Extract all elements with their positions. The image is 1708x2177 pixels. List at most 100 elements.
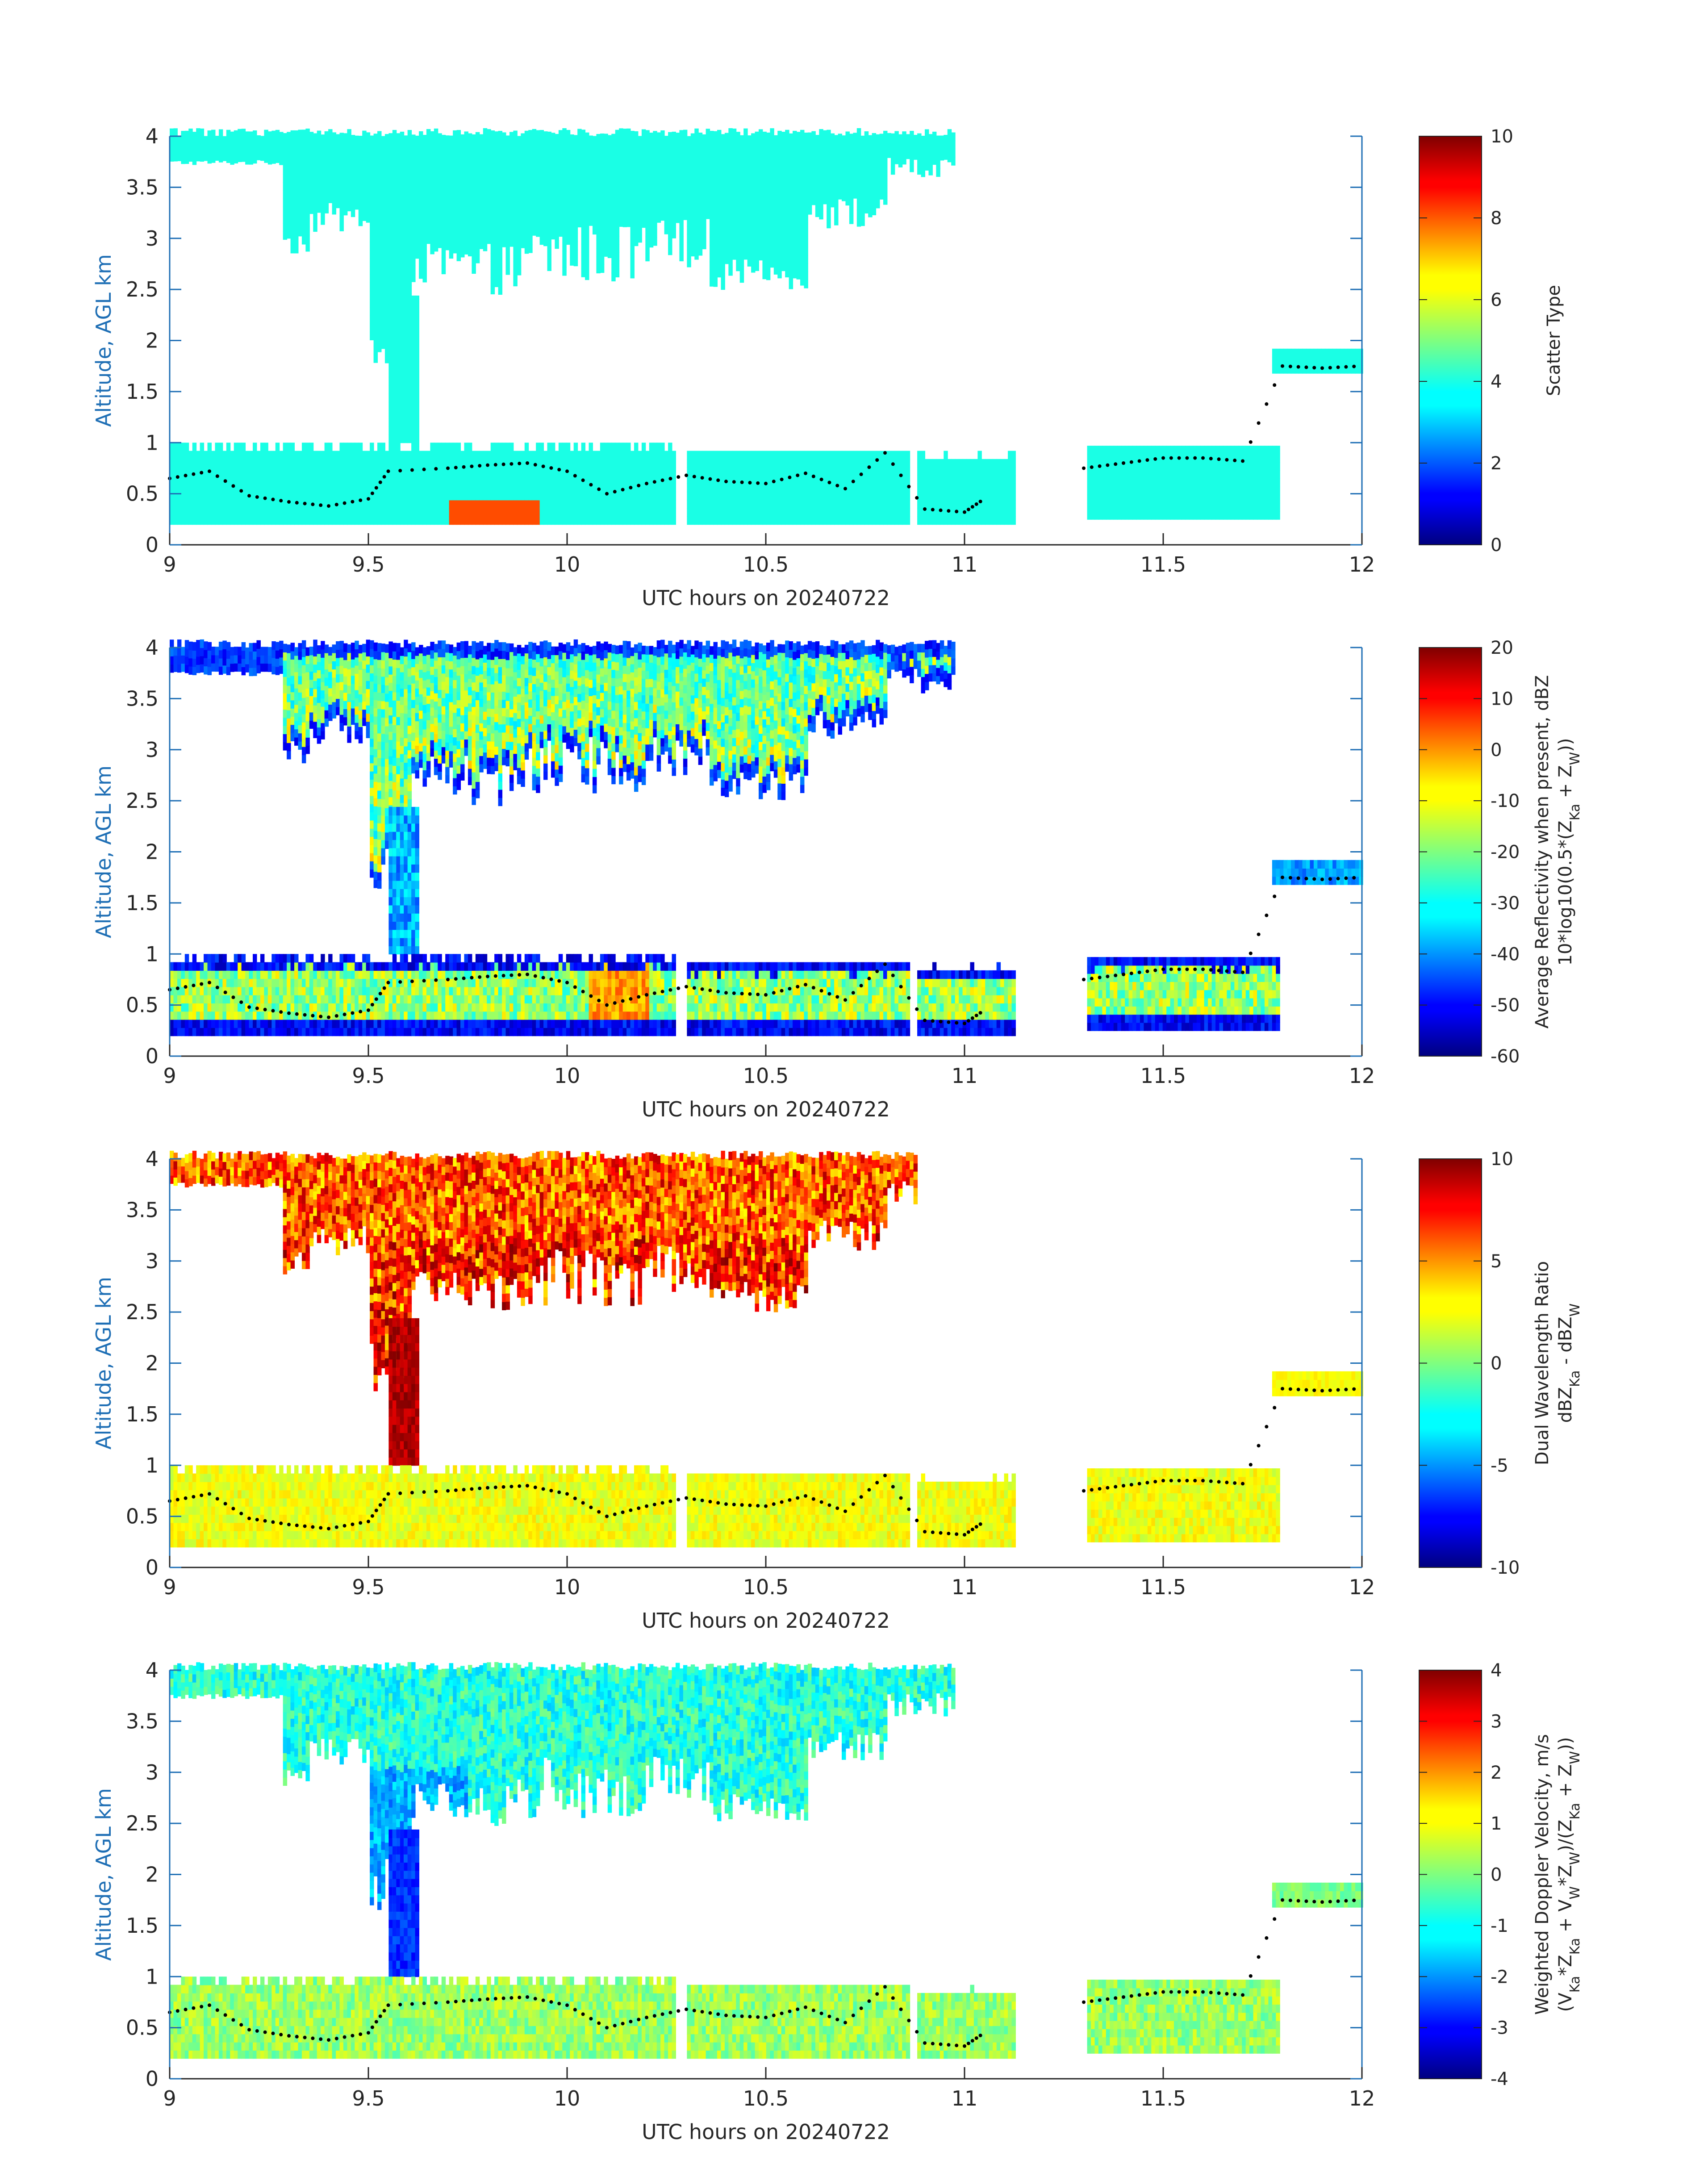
heatmap-cell <box>641 203 646 212</box>
heatmap-cell <box>770 193 774 202</box>
heatmap-cell <box>860 192 865 202</box>
heatmap-cell <box>407 328 412 337</box>
heatmap-cell <box>876 483 880 493</box>
heatmap-cell <box>396 328 401 337</box>
heatmap-cell <box>755 516 759 525</box>
heatmap-cell <box>415 234 420 242</box>
heatmap-cell <box>845 451 850 460</box>
heatmap-cell <box>460 516 465 525</box>
heatmap-cell <box>279 483 284 493</box>
heatmap-cell <box>1004 467 1009 476</box>
heatmap-cell <box>328 162 333 171</box>
heatmap-cell <box>838 451 842 460</box>
heatmap-cell <box>581 236 586 245</box>
heatmap-cell <box>755 197 759 206</box>
heatmap-cell <box>800 163 805 171</box>
heatmap-cell <box>222 451 227 460</box>
heatmap-cell <box>615 171 620 180</box>
heatmap-cell <box>513 516 518 525</box>
heatmap-cell <box>687 201 691 210</box>
heatmap-cell <box>604 248 608 257</box>
heatmap-cell <box>509 205 514 214</box>
heatmap-cell <box>989 483 994 493</box>
heatmap-cell <box>400 328 405 337</box>
heatmap-cell <box>819 492 823 501</box>
heatmap-cell <box>743 500 748 509</box>
heatmap-cell <box>358 459 363 468</box>
heatmap-cell <box>468 492 472 501</box>
heatmap-cell <box>441 467 446 476</box>
heatmap-cell <box>819 516 823 525</box>
heatmap-cell <box>672 221 676 230</box>
heatmap-cell <box>339 459 344 468</box>
heatmap-cell <box>562 177 567 186</box>
heatmap-cell <box>619 136 623 145</box>
heatmap-cell <box>687 475 691 484</box>
heatmap-cell <box>490 146 495 155</box>
heatmap-cell <box>1178 511 1182 520</box>
heatmap-cell <box>290 220 295 229</box>
heatmap-cell <box>804 247 808 256</box>
heatmap-cell <box>739 184 744 193</box>
heatmap-cell <box>173 128 178 137</box>
heatmap-cell <box>570 459 574 468</box>
heatmap-cell <box>585 516 589 525</box>
heatmap-cell <box>502 451 506 460</box>
heatmap-cell <box>898 508 903 517</box>
heatmap-cell <box>777 237 782 246</box>
heatmap-cell <box>566 163 571 171</box>
heatmap-cell <box>415 304 420 313</box>
heatmap-cell <box>785 268 789 278</box>
heatmap-cell <box>400 508 405 517</box>
heatmap-cell <box>426 235 431 244</box>
heatmap-cell <box>336 142 340 151</box>
heatmap-cell <box>479 492 484 501</box>
heatmap-cell <box>324 508 329 517</box>
heatmap-cell <box>415 516 420 525</box>
heatmap-cell <box>634 229 639 238</box>
heatmap-cell <box>396 483 401 493</box>
heatmap-cell <box>706 161 710 170</box>
heatmap-cell <box>513 220 518 230</box>
heatmap-cell <box>392 369 397 378</box>
heatmap-cell <box>324 188 329 197</box>
heatmap-cell <box>739 266 744 275</box>
heatmap-cell <box>498 286 503 295</box>
heatmap-cell <box>672 451 676 460</box>
heatmap-cell <box>819 137 823 146</box>
heatmap-cell <box>793 171 797 180</box>
heatmap-cell <box>600 264 605 273</box>
heatmap-cell <box>207 459 212 468</box>
heatmap-cell <box>184 147 189 156</box>
heatmap-cell <box>698 173 703 182</box>
heatmap-cell <box>328 145 333 155</box>
heatmap-cell <box>373 174 378 184</box>
heatmap-cell <box>838 174 842 184</box>
heatmap-cell <box>347 178 351 187</box>
heatmap-cell <box>1117 511 1122 520</box>
heatmap-cell <box>600 516 605 525</box>
heatmap-cell <box>645 195 650 205</box>
heatmap-cell <box>879 134 884 142</box>
heatmap-cell <box>404 328 408 337</box>
heatmap-cell <box>804 263 808 272</box>
heatmap-cell <box>411 134 416 143</box>
heatmap-cell <box>800 146 805 155</box>
heatmap-cell <box>313 174 317 183</box>
heatmap-cell <box>1128 503 1133 512</box>
heatmap-cell <box>388 492 393 501</box>
heatmap-cell <box>430 246 434 255</box>
heatmap-cell <box>634 492 639 501</box>
heatmap-cell <box>604 158 608 167</box>
heatmap-cell <box>400 131 405 141</box>
heatmap-cell <box>502 238 506 247</box>
heatmap-cell <box>426 516 431 525</box>
heatmap-cell <box>472 500 476 509</box>
heatmap-cell <box>807 451 812 460</box>
heatmap-cell <box>188 153 193 162</box>
heatmap-cell <box>607 443 612 451</box>
heatmap-cell <box>827 500 831 509</box>
heatmap-cell <box>438 141 442 150</box>
heatmap-cell <box>396 434 401 443</box>
heatmap-cell <box>332 132 337 141</box>
